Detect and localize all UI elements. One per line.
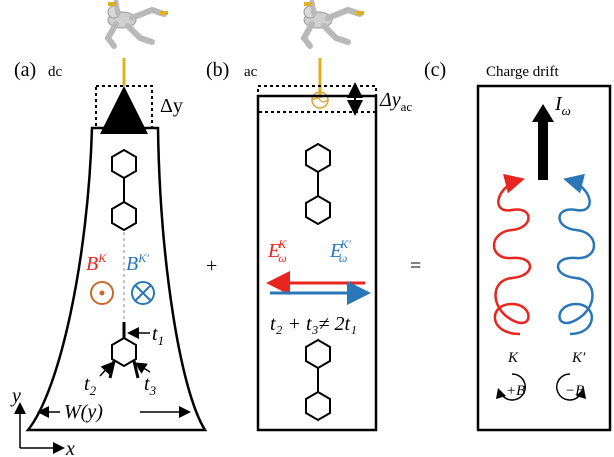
puller-figure-a: [108, 2, 168, 46]
panel-c-tag: (c): [424, 59, 446, 81]
panel-a: (a) dc Δy BK BK′ t1 t2 t3 W(y) y x: [10, 2, 208, 457]
current-label: Iω: [554, 93, 571, 118]
plus-operator: +: [206, 255, 217, 277]
hexagon-a: [111, 336, 137, 368]
field-into-plane-icon: [131, 281, 155, 305]
panel-c: (c) Charge drift Iω K K′ +B −B: [424, 59, 612, 432]
biphenyl-molecule-a: [111, 149, 137, 231]
strained-ribbon-a: [25, 126, 208, 432]
field-EKp: EK′ ω: [329, 237, 351, 265]
panel-a-tag: (a): [14, 59, 36, 81]
valley-K-label: K: [507, 350, 519, 366]
hopping-t1: t1: [152, 323, 164, 348]
ribbon-b: [256, 94, 378, 432]
equals-operator: =: [410, 255, 421, 277]
hopping-condition: t₂ + t₃≠ 2t₁: [270, 313, 357, 335]
panel-a-mode: dc: [48, 64, 63, 80]
plus-B-label: +B: [506, 383, 525, 399]
minus-B-label: −B: [565, 383, 584, 399]
biphenyl-molecule-b-top: [305, 143, 331, 225]
field-BKp: BK′: [126, 251, 149, 275]
panel-b: (b) ac Δyac EK ω EK′ ω t₂ + t₃≠ 2t₁: [206, 2, 412, 432]
panel-b-mode: ac: [244, 64, 258, 80]
rotation-cw-icon: [556, 373, 581, 401]
panel-c-title: Charge drift: [486, 64, 559, 80]
dy-label-a: Δy: [160, 95, 183, 117]
field-BK: BK: [86, 251, 107, 275]
valley-Kp-label: K′: [571, 350, 586, 366]
ribbon-c: [476, 84, 612, 432]
hopping-t2: t2: [84, 373, 97, 398]
puller-figure-b: [304, 2, 364, 46]
trajectory-Kp: [556, 173, 596, 336]
field-dot-icon: [99, 290, 105, 296]
trajectory-K: [492, 173, 532, 336]
dy-ac-label: Δyac: [379, 89, 412, 114]
x-axis-label: x: [65, 438, 75, 457]
rotation-ccw-icon: [501, 373, 526, 401]
biphenyl-molecule-b-bottom: [305, 339, 331, 421]
field-EK: EK ω: [267, 237, 287, 265]
panel-b-tag: (b): [206, 59, 229, 81]
oscillation-icon: [311, 91, 329, 109]
y-axis-label: y: [10, 385, 21, 407]
hopping-t3: t3: [144, 373, 157, 398]
field-out-of-plane-icon: [90, 281, 114, 305]
width-label: W(y): [64, 401, 103, 423]
